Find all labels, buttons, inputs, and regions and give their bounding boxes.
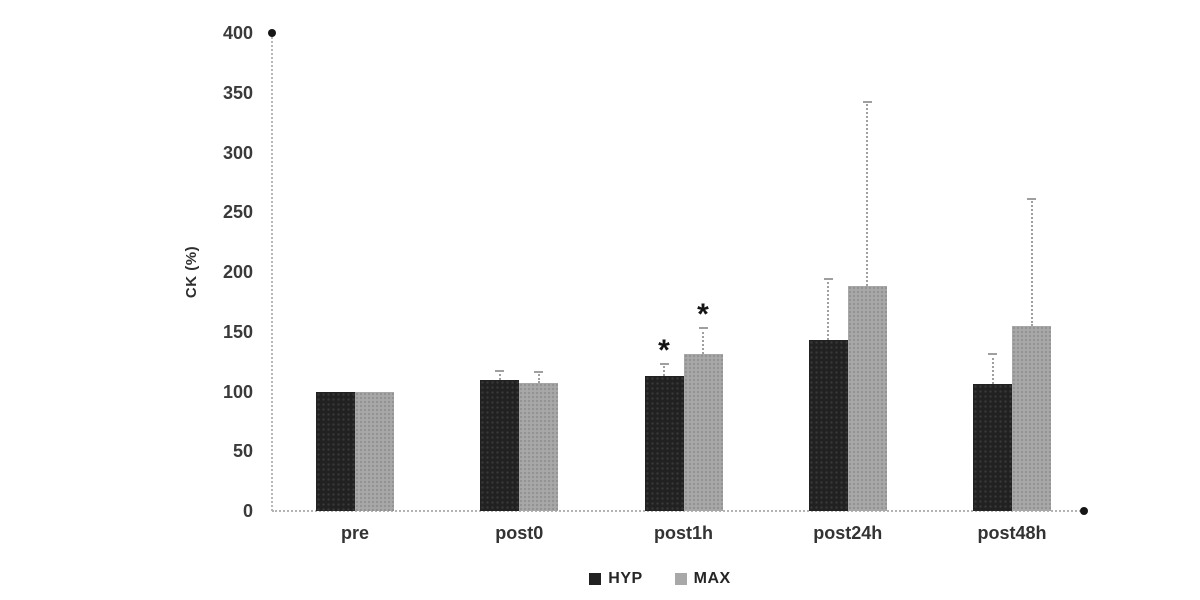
y-tick-label: 300 [222,142,253,163]
bar-hyp-pre [316,391,355,511]
x-axis-label-post0: post0 [495,523,544,543]
y-tick-label: 100 [222,381,253,402]
y-tick-label: 200 [222,262,253,282]
error-bar [663,362,665,376]
y-axis-line [271,33,273,511]
error-bar [991,353,994,385]
error-bar [702,326,704,355]
x-axis-label-pre: pre [340,523,369,543]
legend-item-max: MAX [674,570,731,588]
y-tick-label: 150 [222,321,253,342]
error-bar [1030,197,1033,326]
error-bar-cap [495,369,505,372]
bar-hyp-post24h [808,340,848,511]
legend-label-max: MAX [693,570,731,587]
error-bar-cap [1027,197,1036,200]
bar-hyp-post1h [644,375,684,511]
bar-hyp-post0 [480,379,520,511]
legend-swatch-hyp [589,573,602,585]
error-bar-cap [862,101,872,104]
legend: HYP MAX [510,566,810,592]
bar-hyp-post48h [973,384,1012,511]
x-axis-label-post1h: post1h [653,523,713,543]
error-bar-cap [659,362,669,365]
error-bar [537,371,540,384]
x-axis-label-post24h: post24h [813,523,883,543]
y-tick-label: 0 [242,501,253,521]
error-bar-cap [823,277,833,280]
legend-label-hyp: HYP [608,570,643,587]
error-bar [827,277,830,341]
bar-max-post48h [1012,325,1051,511]
legend-swatch-max [674,573,687,585]
y-tick-label: 400 [222,23,253,43]
error-bar-cap [988,353,997,356]
error-bar [498,369,501,380]
bar-max-pre [355,391,394,511]
x-axis-end-marker [1080,507,1088,515]
x-axis-line [272,510,1084,512]
x-axis-label-post48h: post48h [977,523,1047,543]
y-tick-label: 250 [222,202,253,223]
y-tick-label: 350 [222,82,253,103]
error-bar-cap [698,326,708,329]
bar-max-post0 [519,383,559,511]
error-bar [866,101,869,287]
y-axis-end-marker [268,29,276,37]
significance-marker: * [658,333,670,367]
bar-max-post24h [847,286,887,511]
error-bar-cap [534,371,544,374]
legend-item-hyp: HYP [589,570,642,588]
significance-marker: * [697,297,709,331]
bar-max-post1h [683,354,723,511]
y-tick-label: 50 [232,441,253,462]
